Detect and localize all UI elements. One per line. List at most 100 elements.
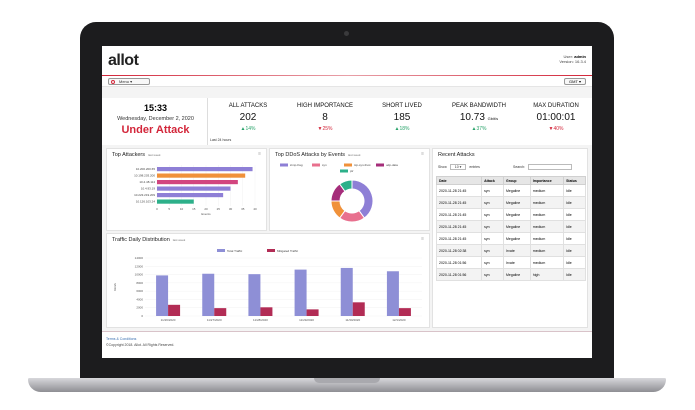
bar (202, 273, 215, 316)
search-input[interactable] (528, 164, 573, 170)
traffic-chart: Total Traffic Mitigated Traffic 0 2000 4000 6… (113, 249, 422, 322)
bar (168, 304, 181, 316)
table-row[interactable]: 2020-11-28 02:38 syn Irvate medium Idle (435, 244, 586, 257)
entries-select[interactable]: 10 ▾ (449, 164, 467, 170)
bar (157, 173, 246, 178)
legend-label: tcp-syn-frust (354, 163, 371, 167)
menu-icon (111, 80, 115, 84)
table-cell: Idle (563, 232, 586, 245)
table-cell: Idle (563, 268, 586, 281)
pie-slice (338, 179, 353, 192)
panel-title-text: Top Attackers (112, 152, 146, 158)
column-header[interactable]: Status (563, 176, 586, 185)
column-header[interactable]: Group (503, 176, 531, 185)
category-label: 10.198.203.200 (134, 174, 155, 178)
bar (398, 308, 411, 316)
table-cell: Idle (563, 256, 586, 269)
y-tick-label: 0 (141, 314, 143, 318)
laptop-base (28, 378, 666, 392)
table-row[interactable]: 2020-11-28 21:45 syn Megaline medium Idle (435, 184, 586, 197)
table-cell: syn (481, 232, 505, 245)
table-cell: high (529, 268, 565, 281)
table-row[interactable]: 2020-11-28 01:56 syn Irvate medium Idle (435, 256, 586, 269)
panel-title-text: Recent Attacks (438, 152, 475, 158)
bar (157, 167, 253, 172)
x-tick-label: 15 (192, 207, 196, 211)
table-header-row: Date Attack Group Importance Status (435, 176, 586, 185)
table-cell: syn (481, 220, 505, 233)
bar (248, 274, 261, 316)
copyright-text: ©Copyright 2018. Allot. All Rights Reser… (106, 343, 175, 347)
table-cell: Idle (563, 244, 586, 257)
table-cell: 2020-11-28 21:45 (435, 208, 483, 221)
table-cell: syn (481, 208, 505, 221)
table-row[interactable]: 2020-11-28 01:56 syn Megaline high Idle (435, 268, 586, 281)
timezone-select[interactable]: GMT ▾ (564, 78, 586, 85)
y-tick-label: 6000 (136, 289, 143, 293)
category-label: 10.4.48.114 (139, 180, 155, 184)
user-name[interactable]: admin (574, 54, 586, 59)
search-label: Search: (513, 164, 526, 169)
menu-button[interactable]: Menu ▾ (108, 78, 150, 85)
kpi-change: ▲37% (441, 126, 517, 132)
x-tick-label: 25 (217, 207, 221, 211)
kpi-label: PEAK BANDWIDTH (451, 103, 506, 109)
legend-swatch (217, 249, 225, 252)
user-info: User: admin Version: 16.3.4 (559, 54, 586, 64)
panel-title: Recent Attacks (433, 149, 587, 161)
x-tick-label: 11/27/2020 (207, 318, 222, 322)
table-row[interactable]: 2020-11-28 21:45 syn Megaline medium Idle (435, 208, 586, 221)
table-cell: Megaline (503, 208, 531, 221)
table-row[interactable]: 2020-11-28 21:45 syn Megaline medium Idle (435, 232, 586, 245)
x-tick-label: 10 (180, 207, 184, 211)
kpi-short-lived: SHORT LIVED 185 ▲18% (364, 98, 440, 145)
panel-title-text: Top DDoS Attacks by Events (275, 152, 346, 158)
y-tick-label: 4000 (136, 297, 143, 301)
legend-swatch (344, 163, 352, 167)
user-label: User: (563, 54, 574, 59)
kpi-value: 202 (210, 112, 286, 123)
table-row[interactable]: 2020-11-28 21:45 syn Megaline medium Idle (435, 196, 586, 209)
category-label: 10.126.103.24 (136, 200, 156, 204)
allot-logo[interactable]: allot (108, 52, 139, 70)
version-text: Version: 16.3.4 (559, 59, 586, 64)
table-row[interactable]: 2020-11-28 21:45 syn Megaline medium Idle (435, 220, 586, 233)
entries-value: 10 (454, 165, 459, 169)
legend-label: udp-data (386, 163, 398, 167)
kpi-number: 10.73 (459, 112, 485, 123)
x-tick-label: 35 (241, 207, 245, 211)
bar (294, 269, 307, 316)
time-range[interactable]: Last 24 hours (210, 138, 232, 142)
terms-link[interactable]: Terms & Conditions (106, 337, 137, 341)
column-header[interactable]: Importance (529, 176, 565, 185)
table-cell: Megaline (503, 196, 531, 209)
kpi-number: 202 (239, 112, 257, 123)
y-axis-label: Gbit/s (113, 283, 117, 291)
column-header[interactable]: Attack (481, 176, 505, 185)
kpi-number: 185 (393, 112, 411, 123)
x-tick-label: 20 (204, 207, 208, 211)
kpi-change: ▲14% (210, 126, 286, 132)
table-cell: 2020-11-28 02:38 (435, 244, 483, 257)
ddos-pie-chart: icmp-frag syn tcp-syn-frust udp-data ptr (280, 163, 398, 223)
top-bar: allot User: admin Version: 16.3.4 (102, 46, 592, 76)
table-cell: medium (529, 256, 565, 269)
logo-text: allot (108, 52, 139, 69)
y-tick-label: 12000 (135, 264, 144, 268)
panel-menu-icon[interactable]: ≡ (258, 151, 261, 157)
footer: Terms & Conditions ©Copyright 2018. Allo… (102, 331, 592, 358)
x-tick-label: 5 (168, 207, 170, 211)
show-label: Show (438, 165, 447, 169)
table-cell: 2020-11-28 21:45 (435, 220, 483, 233)
column-header[interactable]: Date (435, 176, 483, 185)
kpi-change-value: 37% (476, 126, 487, 132)
legend-swatch (280, 163, 288, 167)
panel-menu-icon[interactable]: ≡ (421, 236, 424, 242)
bar (386, 271, 399, 316)
kpi-change: ▼40% (518, 126, 592, 132)
kpi-value: 8 (287, 112, 363, 123)
table-cell: syn (481, 256, 505, 269)
panel-title: Top DDoS Attacks by Events last week (270, 149, 429, 161)
y-tick-label: 8000 (136, 281, 143, 285)
panel-menu-icon[interactable]: ≡ (421, 151, 424, 157)
